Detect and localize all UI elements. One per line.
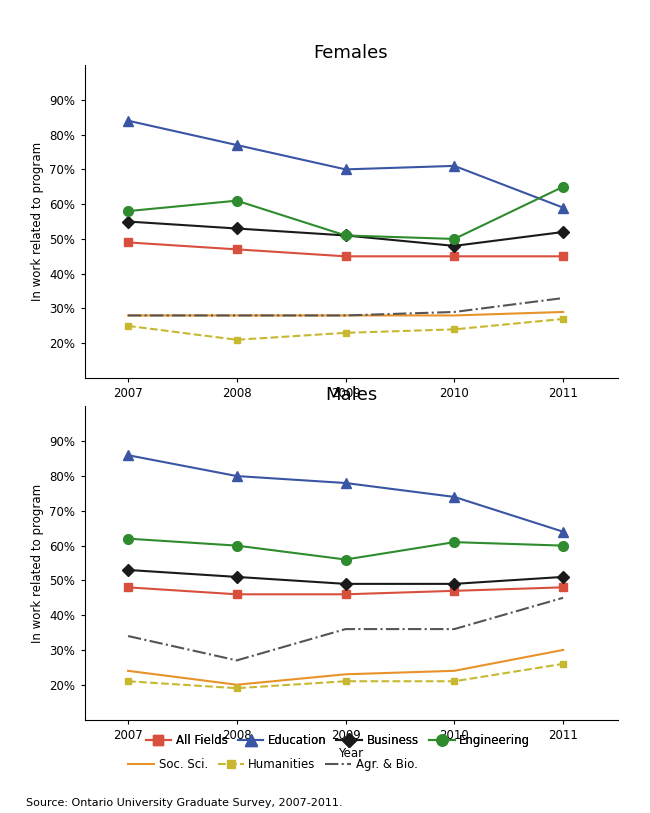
Legend: Soc. Sci., Humanities, Agr. & Bio.: Soc. Sci., Humanities, Agr. & Bio. (124, 754, 422, 776)
Y-axis label: In work related to program: In work related to program (31, 484, 44, 642)
Y-axis label: In work related to program: In work related to program (31, 142, 44, 301)
Legend: All Fields, Education, Business, Engineering: All Fields, Education, Business, Enginee… (141, 729, 535, 752)
X-axis label: Year: Year (339, 406, 363, 419)
Title: Females: Females (314, 44, 388, 62)
Text: Source: Ontario University Graduate Survey, 2007-2011.: Source: Ontario University Graduate Surv… (26, 798, 343, 808)
X-axis label: Year: Year (339, 747, 363, 760)
Title: Males: Males (325, 385, 377, 403)
